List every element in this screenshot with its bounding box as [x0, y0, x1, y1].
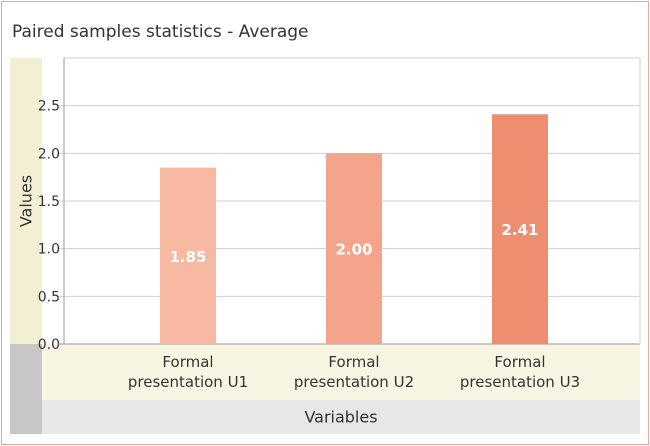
x-tick-label: Formal presentation U1 — [113, 352, 263, 392]
y-tick-label: 1.0 — [38, 242, 60, 258]
x-tick-label: Formal presentation U3 — [445, 352, 595, 392]
bar — [326, 153, 382, 344]
chart-title: Paired samples statistics - Average — [12, 22, 309, 42]
bar — [160, 167, 216, 344]
x-tick-label-line: presentation U2 — [293, 373, 415, 391]
x-tick-label-line: presentation U3 — [459, 373, 581, 391]
y-tick-label: 0.5 — [38, 289, 60, 305]
x-tick-label-line: Formal — [162, 353, 214, 371]
x-tick-label-line: Formal — [328, 353, 380, 371]
bar-value-label: 2.41 — [501, 221, 538, 239]
corner-band — [10, 344, 42, 434]
y-axis-band — [10, 58, 42, 344]
y-tick-label: 2.5 — [38, 99, 60, 115]
x-axis-label: Variables — [304, 407, 378, 427]
bar-value-label: 1.85 — [169, 248, 206, 266]
x-axis-band — [42, 400, 640, 434]
x-tick-label-line: presentation U1 — [127, 373, 249, 391]
y-tick-label: 1.5 — [38, 194, 60, 210]
bar-value-label: 2.00 — [335, 241, 372, 259]
x-tick-label: Formal presentation U2 — [279, 352, 429, 392]
y-tick-label: 2.0 — [38, 146, 60, 162]
x-tick-band — [42, 344, 640, 400]
bar — [492, 114, 548, 344]
y-tick-label: 0.0 — [38, 337, 60, 353]
x-tick-label-line: Formal — [494, 353, 546, 371]
